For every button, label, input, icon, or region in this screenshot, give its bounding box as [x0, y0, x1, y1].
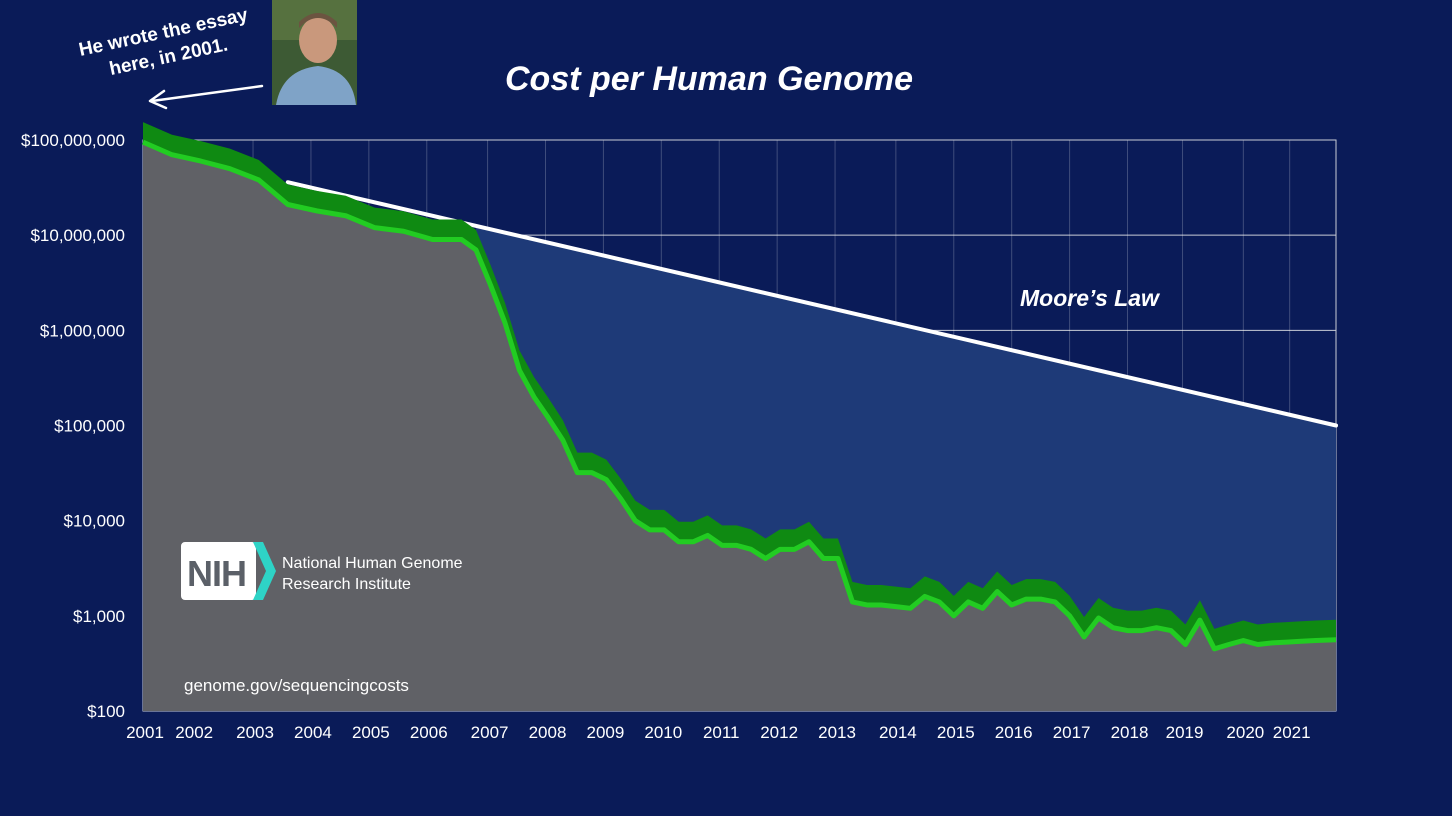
- nih-logo-text: NIH: [187, 553, 247, 594]
- x-tick-label: 2002: [175, 723, 213, 742]
- nih-name-line-1: National Human Genome: [282, 555, 463, 572]
- x-tick-label: 2010: [644, 723, 682, 742]
- x-tick-label: 2013: [818, 723, 856, 742]
- y-tick-label: $100: [87, 702, 125, 721]
- x-tick-label: 2007: [471, 723, 509, 742]
- chart-title: Cost per Human Genome: [505, 60, 914, 98]
- annotation-arrow-icon: [148, 84, 264, 110]
- y-tick-label: $100,000: [54, 417, 125, 436]
- nih-institute-name: National Human Genome Research Institute: [282, 553, 463, 595]
- x-tick-label: 2014: [879, 723, 917, 742]
- y-tick-label: $10,000,000: [30, 226, 125, 245]
- y-tick-label: $1,000: [73, 607, 125, 626]
- arrow-shaft: [150, 84, 264, 103]
- cost-band: [143, 122, 1336, 649]
- x-tick-label: 2016: [995, 723, 1033, 742]
- cost-line: [142, 139, 1337, 652]
- x-tick-label: 2009: [586, 723, 624, 742]
- moores-law-gap-area: [475, 225, 1336, 649]
- portrait-photo-icon: [272, 0, 357, 105]
- x-tick-label: 2008: [529, 723, 567, 742]
- x-tick-label: 2021: [1273, 723, 1311, 742]
- source-url: genome.gov/sequencingcosts: [184, 676, 409, 695]
- x-tick-label: 2012: [760, 723, 798, 742]
- x-tick-label: 2006: [410, 723, 448, 742]
- x-tick-label: 2011: [703, 723, 740, 742]
- x-tick-label: 2015: [937, 723, 975, 742]
- nih-logo-box: [181, 542, 276, 600]
- cost-area: [143, 142, 1336, 711]
- x-tick-label: 2019: [1166, 723, 1204, 742]
- moores-law-label: Moore’s Law: [1020, 285, 1159, 311]
- y-tick-label: $10,000: [64, 512, 125, 531]
- x-tick-label: 2004: [294, 723, 332, 742]
- x-tick-label: 2001: [126, 723, 164, 742]
- y-tick-label: $1,000,000: [40, 321, 125, 340]
- x-tick-label: 2003: [236, 723, 274, 742]
- x-tick-label: 2005: [352, 723, 390, 742]
- nih-name-line-2: Research Institute: [282, 576, 411, 593]
- x-tick-label: 2020: [1226, 723, 1264, 742]
- x-tick-label: 2018: [1111, 723, 1149, 742]
- y-tick-label: $100,000,000: [21, 131, 125, 150]
- arrow-head: [148, 89, 168, 110]
- x-tick-label: 2017: [1053, 723, 1091, 742]
